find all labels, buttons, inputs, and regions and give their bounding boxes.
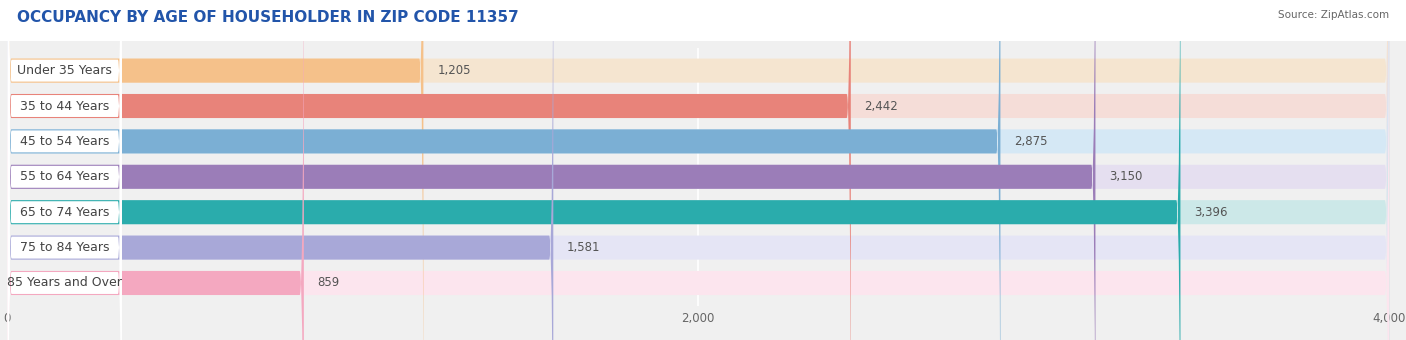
Text: Source: ZipAtlas.com: Source: ZipAtlas.com	[1278, 10, 1389, 20]
Text: 3,150: 3,150	[1109, 170, 1143, 183]
FancyBboxPatch shape	[7, 0, 554, 340]
Text: 3,396: 3,396	[1194, 206, 1227, 219]
FancyBboxPatch shape	[7, 0, 1181, 340]
Text: 65 to 74 Years: 65 to 74 Years	[20, 206, 110, 219]
FancyBboxPatch shape	[7, 0, 122, 340]
Text: OCCUPANCY BY AGE OF HOUSEHOLDER IN ZIP CODE 11357: OCCUPANCY BY AGE OF HOUSEHOLDER IN ZIP C…	[17, 10, 519, 25]
FancyBboxPatch shape	[7, 0, 1389, 340]
Text: 75 to 84 Years: 75 to 84 Years	[20, 241, 110, 254]
FancyBboxPatch shape	[7, 0, 122, 340]
FancyBboxPatch shape	[7, 0, 1389, 340]
FancyBboxPatch shape	[7, 0, 1095, 340]
Text: 55 to 64 Years: 55 to 64 Years	[20, 170, 110, 183]
FancyBboxPatch shape	[7, 0, 1389, 340]
Text: 859: 859	[318, 276, 340, 289]
FancyBboxPatch shape	[7, 0, 1389, 340]
Text: 1,581: 1,581	[567, 241, 600, 254]
FancyBboxPatch shape	[7, 0, 1389, 340]
FancyBboxPatch shape	[7, 0, 1389, 340]
FancyBboxPatch shape	[7, 0, 122, 340]
FancyBboxPatch shape	[7, 0, 122, 340]
FancyBboxPatch shape	[7, 0, 423, 340]
Text: 2,875: 2,875	[1014, 135, 1047, 148]
FancyBboxPatch shape	[7, 0, 122, 340]
Text: 2,442: 2,442	[865, 100, 898, 113]
Text: 1,205: 1,205	[437, 64, 471, 77]
FancyBboxPatch shape	[7, 0, 304, 340]
Text: 45 to 54 Years: 45 to 54 Years	[20, 135, 110, 148]
FancyBboxPatch shape	[7, 0, 122, 340]
FancyBboxPatch shape	[7, 0, 122, 340]
Text: Under 35 Years: Under 35 Years	[17, 64, 112, 77]
Text: 35 to 44 Years: 35 to 44 Years	[20, 100, 110, 113]
FancyBboxPatch shape	[7, 0, 1389, 340]
FancyBboxPatch shape	[7, 0, 1001, 340]
Text: 85 Years and Over: 85 Years and Over	[7, 276, 122, 289]
FancyBboxPatch shape	[7, 0, 851, 340]
